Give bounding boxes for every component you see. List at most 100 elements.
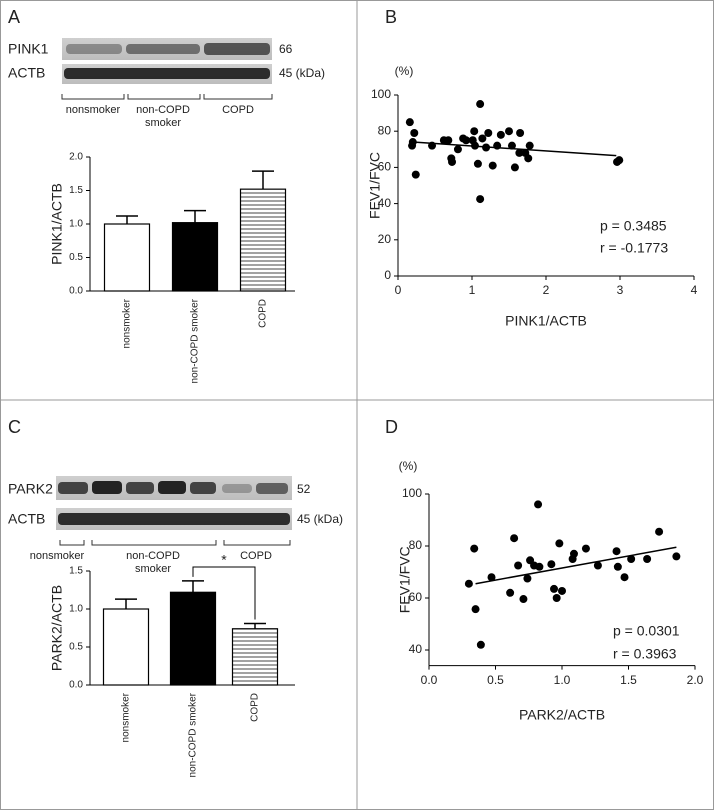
point [535,562,544,571]
point [620,573,629,582]
point [444,136,453,145]
band-size: 52 [297,482,311,496]
point [524,154,533,163]
point [462,136,471,145]
point [612,547,621,556]
point [464,579,473,588]
y-axis-label: PINK1/ACTB [49,183,65,265]
x-tick-label: 1.5 [620,673,637,687]
trendline [412,141,617,157]
point [476,100,485,109]
error-bar [115,598,137,609]
point [496,130,505,139]
y-tick-label: 0.5 [69,642,83,653]
statistic: p = 0.0301 [613,623,680,639]
y-axis-label: FEV1/FVC [367,152,383,219]
point [410,129,419,138]
point [547,560,556,569]
panel-letter: B [385,7,397,27]
point [510,163,519,172]
y-tick-label: 0.0 [69,680,83,691]
x-axis-label: PARK2/ACTB [519,707,605,723]
error-bar [244,622,266,629]
significance-label: * [221,552,227,568]
x-tick-label: non-COPD smoker [190,298,201,383]
error-bar [252,170,274,190]
blot-label: PARK2 [8,481,53,497]
y-axis-label: FEV1/FVC [397,546,413,613]
point [550,584,559,593]
x-tick-label: non-COPD smoker [188,692,199,777]
statistic: r = 0.3963 [613,646,677,662]
y-unit: (%) [395,64,414,78]
point [488,161,497,170]
group-brackets [61,94,273,100]
statistic: r = -0.1773 [600,240,668,256]
bar [231,628,279,686]
blot-label: PINK1 [8,41,49,57]
point [487,573,496,582]
point [552,594,561,602]
statistic: p = 0.3485 [600,218,667,234]
point [615,156,624,165]
band-size: 66 [279,42,293,56]
panel-letter: D [385,417,398,437]
group-label: nonsmoker [29,550,85,562]
y-tick-label: 0.0 [69,286,83,297]
x-tick-label: 4 [691,283,698,297]
x-tick-label: 2.0 [687,673,704,687]
x-axis-label: PINK1/ACTB [505,313,587,329]
group-label: COPD [222,104,254,116]
point [643,555,652,563]
y-tick-label: 80 [378,123,392,137]
y-tick-label: 0.5 [69,252,83,263]
point [476,640,485,649]
point [478,134,487,143]
point [471,605,480,614]
point [470,127,479,136]
y-tick-label: 100 [371,87,391,101]
x-tick-label: 0.5 [487,673,504,687]
point [534,500,543,509]
point [411,170,420,179]
point [476,195,485,204]
y-tick-label: 2.0 [69,152,83,163]
y-tick-label: 1.0 [69,604,83,615]
point [505,127,513,136]
panel-letter: A [8,7,20,27]
point [484,129,493,138]
y-tick-label: 60 [409,590,423,604]
group-label: non-COPD smoker [126,550,180,575]
point [519,595,528,604]
point [405,118,414,127]
group-label: non-COPD smoker [136,104,190,129]
x-tick-label: 0.0 [421,673,438,687]
point [473,159,482,168]
group-label: nonsmoker [65,104,121,116]
x-tick-label: 0 [395,283,402,297]
point [555,539,564,548]
x-tick-label: 3 [617,283,624,297]
point [581,544,590,553]
point [655,527,664,536]
bar [169,591,217,686]
point [507,141,516,150]
y-tick-label: 60 [378,160,392,174]
point [510,534,519,543]
group-label: COPD [240,550,272,562]
error-bar [182,580,204,593]
point [593,561,602,570]
trendline [475,546,677,585]
error-bar [116,215,138,224]
point [627,555,636,563]
bar [239,188,287,292]
x-tick-label: nonsmoker [122,298,133,348]
point [672,552,681,561]
significance-bracket [192,566,256,620]
point [613,562,622,571]
point [506,588,515,597]
y-tick-label: 40 [409,642,423,656]
y-tick-label: 0 [384,268,391,282]
y-tick-label: 40 [378,196,392,210]
